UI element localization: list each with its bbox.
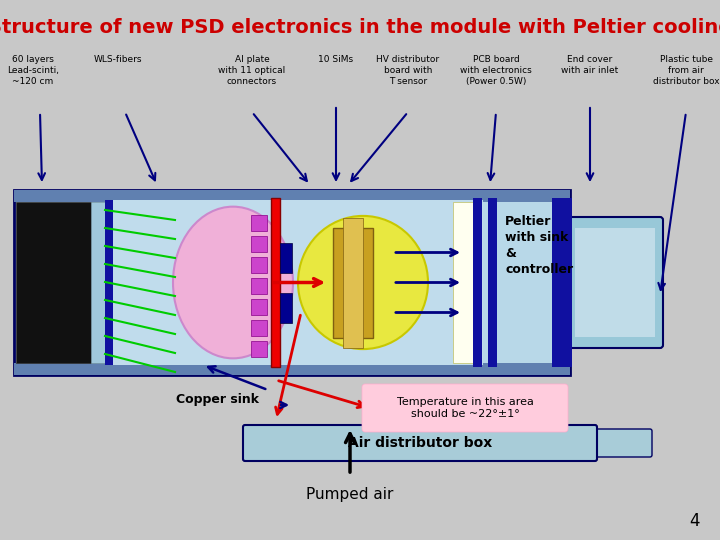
Ellipse shape: [298, 216, 428, 349]
Text: HV distributor
board with
T sensor: HV distributor board with T sensor: [377, 55, 440, 86]
Text: 60 layers
Lead-scinti,
~120 cm: 60 layers Lead-scinti, ~120 cm: [7, 55, 59, 86]
Bar: [251, 215, 267, 231]
Bar: [575, 228, 655, 337]
Bar: [552, 198, 572, 367]
Bar: [91, 202, 105, 363]
Text: Plastic tube
from air
distributor box: Plastic tube from air distributor box: [653, 55, 719, 86]
Bar: [251, 278, 267, 294]
Text: WLS-fibers: WLS-fibers: [94, 55, 143, 64]
Bar: [251, 236, 267, 252]
Bar: [280, 242, 292, 273]
Text: PCB board
with electronics
(Power 0.5W): PCB board with electronics (Power 0.5W): [460, 55, 532, 86]
Text: Pumped air: Pumped air: [306, 487, 394, 502]
Bar: [251, 257, 267, 273]
Ellipse shape: [173, 207, 293, 359]
Bar: [16, 202, 568, 363]
Text: Temperature in this area
should be ~22°±1°: Temperature in this area should be ~22°±…: [397, 397, 534, 419]
Bar: [473, 198, 482, 367]
Text: Copper sink: Copper sink: [176, 394, 259, 407]
Bar: [251, 320, 267, 336]
Text: 10 SiMs: 10 SiMs: [318, 55, 354, 64]
FancyBboxPatch shape: [243, 425, 597, 461]
Text: 4: 4: [690, 512, 700, 530]
Text: Structure of new PSD electronics in the module with Peltier cooling: Structure of new PSD electronics in the …: [0, 18, 720, 37]
Bar: [14, 190, 570, 375]
FancyBboxPatch shape: [362, 384, 568, 432]
Bar: [453, 202, 473, 363]
Bar: [333, 227, 373, 338]
Text: End cover
with air inlet: End cover with air inlet: [562, 55, 618, 75]
Text: Al plate
with 11 optical
connectors: Al plate with 11 optical connectors: [218, 55, 286, 86]
Bar: [280, 293, 292, 322]
Bar: [488, 198, 497, 367]
Bar: [105, 200, 113, 365]
Bar: [251, 341, 267, 357]
Bar: [14, 363, 570, 375]
Text: Air distributor box: Air distributor box: [348, 436, 492, 450]
Bar: [271, 198, 280, 367]
Bar: [113, 200, 483, 365]
Bar: [16, 202, 91, 363]
Text: Peltier
with sink
&
controller: Peltier with sink & controller: [505, 215, 573, 276]
Bar: [251, 299, 267, 315]
Bar: [14, 190, 570, 202]
Bar: [343, 218, 363, 348]
FancyBboxPatch shape: [593, 429, 652, 457]
FancyBboxPatch shape: [567, 217, 663, 348]
